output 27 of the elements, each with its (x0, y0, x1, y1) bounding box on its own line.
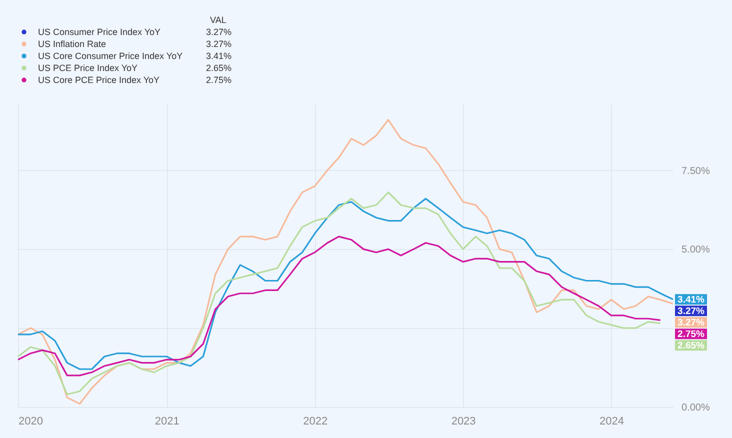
y-tick-label: 0.00% (682, 402, 710, 414)
line-series (17, 236, 662, 376)
line-series (17, 192, 662, 396)
data-label: 2.75% (678, 328, 706, 340)
y-tick-label: 7.50% (682, 166, 710, 177)
x-tick-label: 2021 (154, 416, 180, 428)
legend-label: US Core Consumer Price Index YoY (38, 51, 183, 61)
legend-label: US Consumer Price Index YoY (38, 27, 161, 37)
data-label: 2.65% (678, 340, 706, 352)
data-label: 3.41% (678, 294, 706, 306)
text: 2.65% (206, 63, 232, 73)
text: 3.27% (206, 39, 232, 49)
y-tick-label: 5.00% (682, 244, 710, 256)
legend-label: US Inflation Rate (38, 39, 106, 49)
text: 3.41% (206, 51, 232, 61)
legend-title: VAL (210, 15, 226, 25)
data-label: 3.27% (678, 317, 706, 328)
legend-label: US Core PCE Price Index YoY (38, 75, 160, 85)
x-tick-label: 2024 (600, 416, 624, 428)
text: 3.27% (678, 306, 704, 317)
x-tick-label: 2022 (303, 416, 328, 428)
legend-label: US PCE Price Index YoY (38, 63, 138, 73)
text: 3.27% (206, 27, 232, 37)
x-tick-label: 2020 (18, 416, 43, 428)
line-series (17, 118, 674, 405)
x-tick-label: 2023 (451, 416, 476, 428)
text: 2.75% (206, 75, 232, 85)
